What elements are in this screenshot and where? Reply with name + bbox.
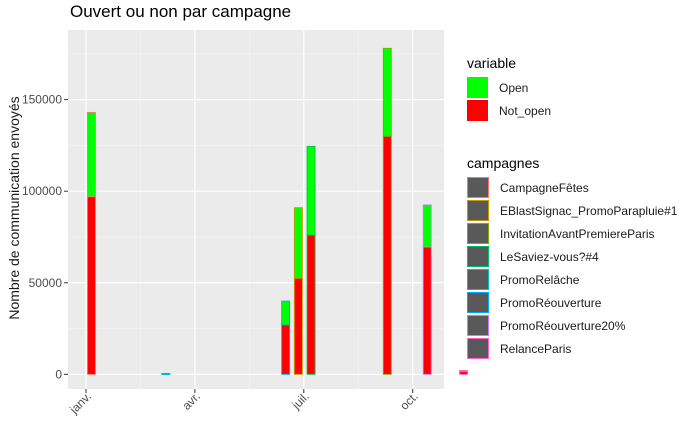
plot-panel — [68, 30, 444, 389]
y-tick-label: 0 — [55, 367, 62, 381]
legend-item-promoreouverture: PromoRéouverture — [467, 291, 677, 314]
legend-key-open — [467, 77, 488, 98]
bars — [86, 47, 468, 376]
bar-not-open — [86, 196, 96, 375]
legend-variable: variable Open Not_open — [467, 55, 551, 122]
bar-open — [422, 204, 432, 248]
legend-label-invitation: InvitationAvantPremiereParis — [500, 226, 655, 241]
y-axis: 0 50000 100000 150000 — [22, 93, 68, 381]
legend-label-open: Open — [499, 80, 529, 95]
legend-label-not-open: Not_open — [499, 103, 552, 118]
legend-key-relanceparis — [467, 338, 489, 359]
legend-key-not-open — [467, 100, 488, 121]
x-tick-label: janv. — [66, 389, 94, 417]
legend-label-eblastsignac: EBlastSignac_PromoParapluie#1 — [500, 203, 678, 218]
legend-item-open: Open — [467, 76, 551, 99]
legend-item-relanceparis: RelanceParis — [467, 337, 677, 360]
bar-not-open — [293, 277, 303, 375]
bar-not-open — [306, 234, 316, 375]
legend-campagnes-title: campagnes — [467, 155, 540, 171]
bar-not-open — [281, 324, 291, 375]
grid-minor — [68, 30, 444, 389]
bar-open — [293, 207, 303, 279]
x-tick-label: juil. — [289, 389, 312, 412]
legend-item-lesaviez: LeSaviez-vous?#4 — [467, 245, 677, 268]
bar-not-open — [422, 246, 432, 375]
chart-title: Ouvert ou non par campagne — [70, 2, 292, 21]
legend-item-eblastsignac: EBlastSignac_PromoParapluie#1 — [467, 199, 677, 222]
legend-key-lesaviez — [467, 246, 489, 267]
y-tick-label: 150000 — [22, 93, 62, 107]
bar-open — [281, 300, 291, 326]
legend-item-invitation: InvitationAvantPremiereParis — [467, 222, 677, 245]
legend-label-relanceparis: RelanceParis — [500, 341, 572, 356]
bar-open — [306, 145, 316, 236]
legend-variable-title: variable — [467, 55, 517, 71]
legend-key-promorelache — [467, 269, 489, 290]
y-tick-label: 100000 — [22, 184, 62, 198]
y-tick-label: 50000 — [29, 276, 63, 290]
legend-item-not-open: Not_open — [467, 99, 551, 122]
bar-open — [86, 111, 96, 198]
legend-key-promoreouverture20 — [467, 315, 489, 336]
legend-label-promoreouverture: PromoRéouverture — [500, 295, 602, 310]
legend-campagnes: campagnes CampagneFêtes EBlastSignac_Pro… — [467, 155, 677, 360]
legend-key-eblastsignac — [467, 200, 489, 221]
legend-item-promorelache: PromoRelâche — [467, 268, 677, 291]
legend-key-invitation — [467, 223, 489, 244]
bar-open — [382, 47, 392, 137]
grid-major — [68, 30, 444, 389]
legend-label-promorelache: PromoRelâche — [500, 272, 580, 287]
legend-label-promoreouverture20: PromoRéouverture20% — [500, 318, 626, 333]
legend-item-campagnefetes: CampagneFêtes — [467, 176, 677, 199]
bar-open — [459, 370, 468, 373]
x-axis: janv. avr. juil. oct. — [66, 389, 421, 417]
legend-item-promoreouverture20: PromoRéouverture20% — [467, 314, 677, 337]
y-axis-label: Nombre de communication envoyés — [6, 96, 22, 320]
bar-open — [161, 372, 171, 375]
legend-label-lesaviez: LeSaviez-vous?#4 — [500, 249, 599, 264]
x-tick-label: oct. — [397, 389, 421, 413]
legend-key-promoreouverture — [467, 292, 489, 313]
legend-label-campagnefetes: CampagneFêtes — [500, 180, 589, 195]
legend-key-campagnefetes — [467, 177, 489, 198]
bar-not-open — [382, 135, 392, 375]
x-tick-label: avr. — [179, 389, 203, 413]
